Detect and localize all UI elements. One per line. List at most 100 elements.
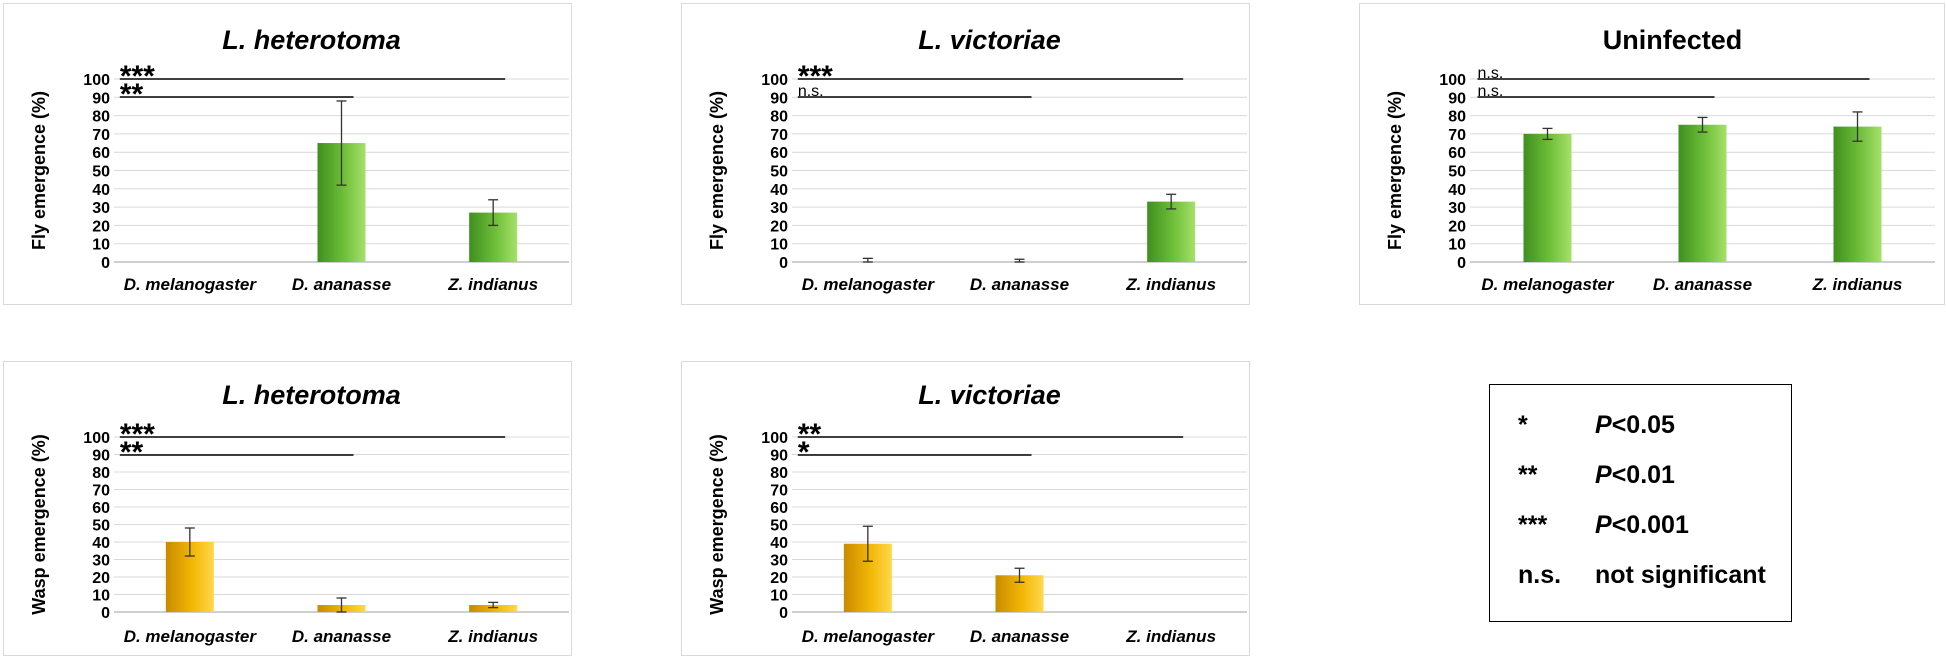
x-tick-label: D. melanogaster: [124, 627, 258, 646]
chart-panel-5: 0 10 20 30 40 50 60 70 80 90 100 Wasp emergence (%)…: [681, 361, 1250, 656]
y-tick-label: 0: [779, 255, 788, 272]
y-tick-label: 20: [770, 570, 788, 587]
legend-symbol: **: [1518, 461, 1538, 489]
x-tick-label: Z. indianus: [447, 275, 538, 294]
legend-p-label: P: [1595, 511, 1612, 539]
y-tick-label: 80: [92, 465, 110, 482]
y-tick-label: 90: [92, 90, 110, 107]
y-tick-label: 60: [1448, 145, 1466, 162]
legend-p-label: P: [1595, 461, 1612, 489]
y-axis-label: Fly emergence (%): [29, 91, 49, 250]
y-tick-label: 20: [92, 218, 110, 235]
y-tick-label: 0: [101, 605, 110, 622]
legend-symbol: ***: [1518, 511, 1548, 539]
y-tick-label: 0: [779, 605, 788, 622]
y-tick-label: 40: [770, 535, 788, 552]
y-tick-label: 60: [770, 145, 788, 162]
y-tick-label: 0: [101, 255, 110, 272]
legend-p-label: P: [1595, 411, 1612, 439]
y-tick-label: 80: [770, 465, 788, 482]
significance-label: n.s.: [1478, 83, 1504, 100]
legend-threshold: <0.001: [1611, 511, 1689, 539]
x-tick-label: D. melanogaster: [802, 627, 936, 646]
y-tick-label: 100: [1439, 72, 1466, 89]
significance-label: n.s.: [798, 83, 824, 100]
legend-text: not significant: [1595, 561, 1766, 590]
y-tick-label: 40: [1448, 182, 1466, 199]
chart-title: L. victoriae: [918, 380, 1061, 410]
y-tick-label: 80: [1448, 109, 1466, 126]
significance-label: **: [798, 418, 822, 451]
y-tick-label: 10: [770, 588, 788, 605]
y-tick-label: 70: [770, 127, 788, 144]
y-tick-label: 70: [1448, 127, 1466, 144]
y-tick-label: 50: [92, 164, 110, 181]
x-tick-label: D. melanogaster: [1481, 275, 1615, 294]
y-tick-label: 40: [770, 182, 788, 199]
chart-title: L. victoriae: [918, 25, 1061, 55]
x-tick-label: D. ananasse: [292, 627, 391, 646]
y-tick-label: 90: [770, 90, 788, 107]
y-tick-label: 30: [92, 200, 110, 217]
y-tick-label: 100: [83, 72, 110, 89]
y-axis-label: Fly emergence (%): [1385, 91, 1405, 250]
y-tick-label: 50: [92, 518, 110, 535]
chart-title: L. heterotoma: [222, 25, 401, 55]
y-tick-label: 80: [770, 109, 788, 126]
significance-label: n.s.: [1478, 65, 1504, 82]
chart-title: Uninfected: [1603, 25, 1743, 55]
x-tick-label: D. ananasse: [970, 275, 1069, 294]
y-tick-label: 0: [1457, 255, 1466, 272]
y-axis-label: Wasp emergence (%): [29, 434, 49, 614]
legend-symbol: n.s.: [1518, 561, 1562, 589]
significance-legend: * P<0.05 ** P<0.01 *** P<0.001 n.s. not …: [1489, 384, 1792, 622]
bar: [469, 605, 518, 612]
y-tick-label: 70: [770, 483, 788, 500]
x-tick-label: Z. indianus: [1125, 275, 1216, 294]
chart-panel-3: 0 10 20 30 40 50 60 70 80 90 100 Fly emergence (%) U…: [1359, 3, 1945, 305]
y-tick-label: 30: [92, 553, 110, 570]
y-axis-label: Fly emergence (%): [707, 91, 727, 250]
chart-panel-4: 0 10 20 30 40 50 60 70 80 90 100 Wasp emergence (%)…: [3, 361, 572, 656]
y-tick-label: 30: [770, 200, 788, 217]
y-tick-label: 30: [770, 553, 788, 570]
y-tick-label: 60: [92, 145, 110, 162]
significance-label: ***: [120, 60, 155, 93]
significance-label: ***: [120, 418, 155, 451]
y-tick-label: 30: [1448, 200, 1466, 217]
y-tick-label: 50: [770, 164, 788, 181]
y-tick-label: 50: [770, 518, 788, 535]
y-tick-label: 70: [92, 483, 110, 500]
y-tick-label: 90: [770, 448, 788, 465]
legend-text: P<0.01: [1595, 461, 1675, 490]
legend-text: P<0.05: [1595, 411, 1675, 440]
y-tick-label: 80: [92, 109, 110, 126]
y-axis-label: Wasp emergence (%): [707, 434, 727, 614]
y-tick-label: 40: [92, 535, 110, 552]
y-tick-label: 20: [1448, 218, 1466, 235]
y-tick-label: 50: [1448, 164, 1466, 181]
legend-threshold: <0.05: [1611, 411, 1675, 439]
y-tick-label: 70: [92, 127, 110, 144]
significance-label: **: [120, 78, 144, 111]
x-tick-label: D. melanogaster: [802, 275, 936, 294]
legend-threshold: not significant: [1595, 561, 1766, 589]
y-tick-label: 10: [92, 237, 110, 254]
x-tick-label: D. ananasse: [1653, 275, 1752, 294]
y-tick-label: 60: [770, 500, 788, 517]
y-tick-label: 10: [92, 588, 110, 605]
y-tick-label: 10: [770, 237, 788, 254]
significance-label: ***: [798, 60, 833, 93]
y-tick-label: 20: [770, 218, 788, 235]
x-tick-label: D. ananasse: [292, 275, 391, 294]
bar: [1147, 201, 1196, 262]
chart-panel-2: 0 10 20 30 40 50 60 70 80 90 100 Fly emergence (%) L…: [681, 3, 1250, 305]
y-tick-label: 100: [83, 430, 110, 447]
chart-panel-1: 0 10 20 30 40 50 60 70 80 90 100 Fly emergence (%) L…: [3, 3, 572, 305]
y-tick-label: 20: [92, 570, 110, 587]
y-tick-label: 60: [92, 500, 110, 517]
y-tick-label: 100: [761, 430, 788, 447]
